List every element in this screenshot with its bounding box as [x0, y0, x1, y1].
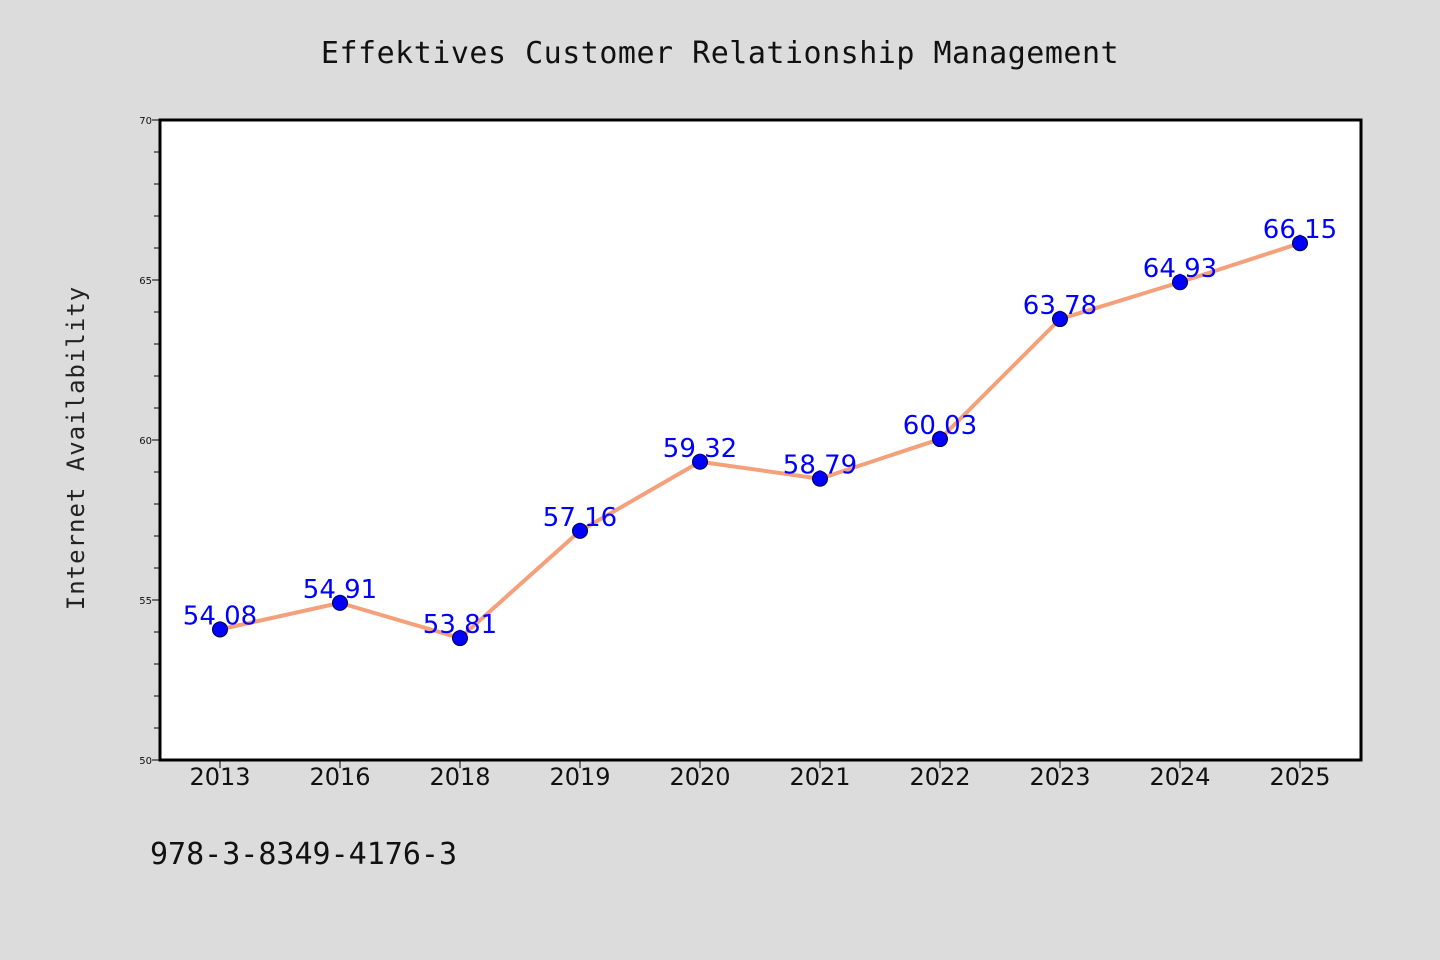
y-tick-label: 60 — [139, 436, 152, 447]
data-label: 63.78 — [1023, 291, 1097, 321]
y-axis-label: Internet Availability — [62, 286, 90, 610]
data-label: 54.08 — [183, 601, 257, 631]
footer-code: 978-3-8349-4176-3 — [150, 837, 457, 872]
x-tick-label: 2018 — [429, 763, 490, 791]
data-label: 54.91 — [303, 575, 377, 605]
series-line — [218, 241, 1302, 641]
plot-frame — [158, 118, 1363, 762]
data-point — [572, 522, 588, 539]
data-label: 58.79 — [783, 451, 857, 481]
chart-title: Effektives Customer Relationship Managem… — [321, 36, 1119, 71]
x-tick-label: 2013 — [189, 763, 250, 791]
data-label: 60.03 — [903, 411, 977, 441]
y-tick-label: 65 — [139, 276, 152, 287]
data-label: 57.16 — [543, 503, 617, 533]
data-points — [212, 235, 1308, 647]
x-tick-label: 2019 — [549, 763, 610, 791]
y-tick-label: 55 — [139, 596, 152, 607]
data-point — [932, 431, 948, 448]
data-labels: 54.08 54.91 53.81 57.16 59.32 58.79 60.03 63.78… — [183, 215, 1337, 640]
x-axis: 2013 2016 2018 2019 2020 2021 2022 2023 2024 2025 — [189, 760, 1331, 791]
x-tick-label: 2020 — [669, 763, 730, 791]
data-point — [1172, 274, 1188, 291]
x-tick-label: 2022 — [909, 763, 970, 791]
data-label: 53.81 — [423, 610, 497, 640]
y-tick-label: 50 — [139, 756, 152, 767]
y-tick-label: 70 — [139, 116, 152, 127]
data-point — [212, 621, 228, 638]
data-point — [452, 630, 468, 647]
data-point — [1292, 235, 1308, 252]
data-point — [332, 594, 348, 611]
x-tick-label: 2025 — [1269, 763, 1330, 791]
data-label: 66.15 — [1263, 215, 1337, 245]
x-tick-label: 2024 — [1149, 763, 1210, 791]
series-line-group — [218, 241, 1302, 641]
data-label: 64.93 — [1143, 254, 1217, 284]
data-point — [1052, 311, 1068, 328]
x-tick-label: 2023 — [1029, 763, 1090, 791]
x-tick-label: 2021 — [789, 763, 850, 791]
data-label: 59.32 — [663, 434, 737, 464]
data-point — [812, 470, 828, 487]
x-tick-label: 2016 — [309, 763, 370, 791]
plot-area — [160, 120, 1361, 760]
data-point — [692, 453, 708, 470]
